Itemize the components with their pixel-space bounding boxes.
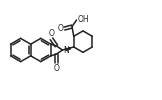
Text: O: O — [58, 24, 64, 33]
Text: N: N — [63, 46, 69, 55]
Text: O: O — [48, 29, 54, 38]
Text: OH: OH — [78, 15, 89, 24]
Text: O: O — [53, 64, 59, 73]
